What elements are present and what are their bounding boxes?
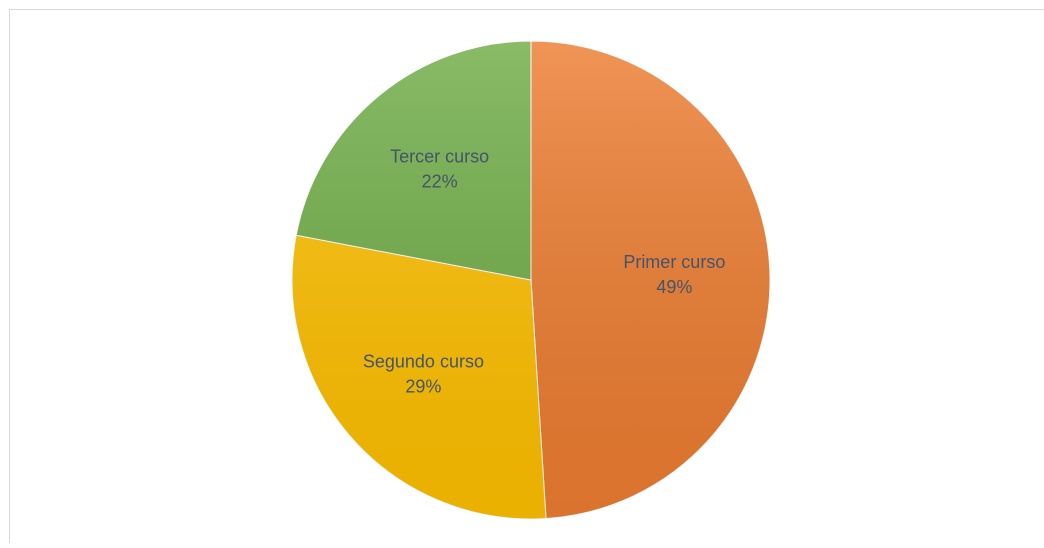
pie xyxy=(292,41,770,519)
slice-value-label: 29% xyxy=(405,377,441,397)
pie-slice xyxy=(531,41,770,519)
slice-value-label: 49% xyxy=(656,277,692,297)
slice-category-label: Segundo curso xyxy=(363,352,484,372)
slice-category-label: Primer curso xyxy=(623,252,725,272)
slice-category-label: Tercer curso xyxy=(390,146,489,166)
slice-value-label: 22% xyxy=(422,171,458,191)
